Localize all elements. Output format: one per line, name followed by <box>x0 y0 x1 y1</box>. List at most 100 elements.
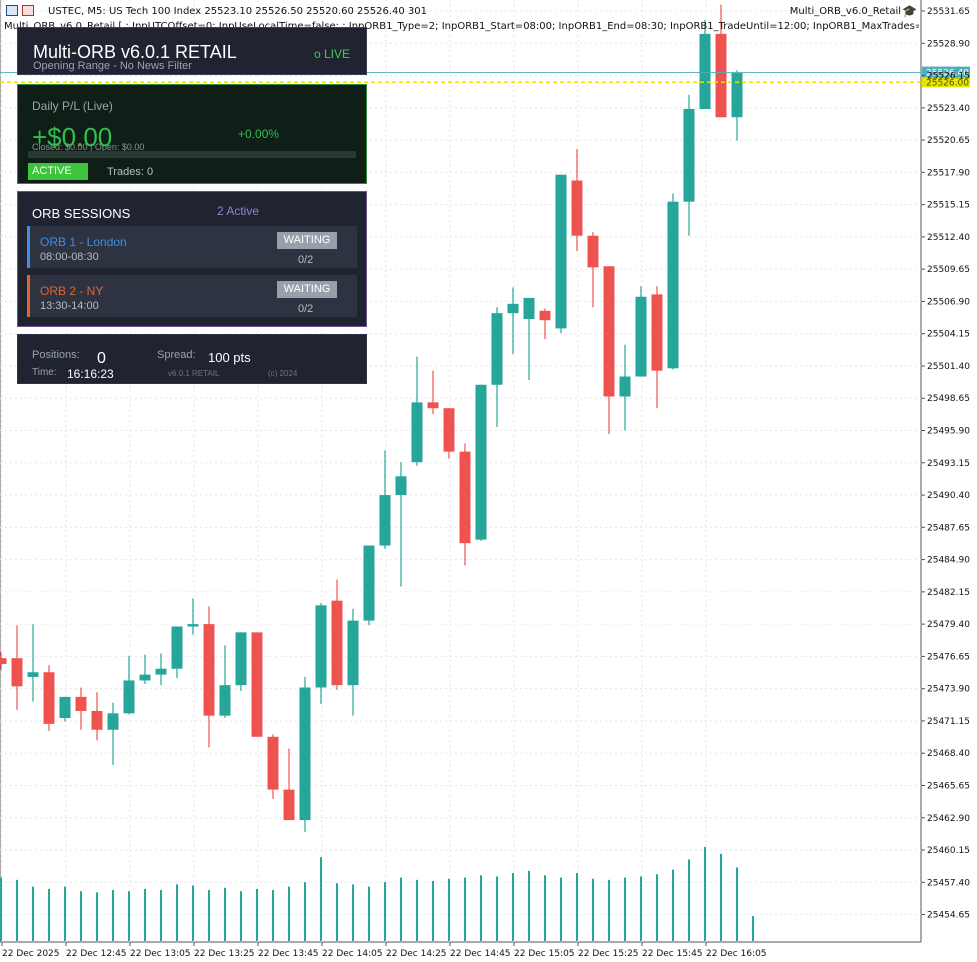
candle-body[interactable] <box>27 672 39 677</box>
candle-body[interactable] <box>715 33 727 118</box>
candle-body[interactable] <box>363 545 375 621</box>
title-panel: Multi-ORB v6.0.1 RETAIL Opening Range - … <box>17 27 367 75</box>
candle-body[interactable] <box>283 789 295 821</box>
expert-name[interactable]: Multi_ORB_v6.0_Retail <box>789 6 901 17</box>
y-tick-label: 25490.40 <box>927 491 970 501</box>
chart-window-icon[interactable] <box>6 5 18 16</box>
candle-body[interactable] <box>123 680 135 714</box>
y-tick-label: 25482.15 <box>927 588 970 598</box>
candle-body[interactable] <box>395 476 407 496</box>
expert-params: Multi_ORB_v6.0_Retail [ ; InpUTCOffset=0… <box>4 21 919 32</box>
y-tick-label: 25509.65 <box>927 265 970 275</box>
candle-body[interactable] <box>507 303 519 314</box>
candle-body[interactable] <box>91 710 103 730</box>
y-tick-label: 25487.65 <box>927 523 970 533</box>
session-status: WAITING <box>277 232 337 249</box>
candle-body[interactable] <box>555 174 567 329</box>
pl-progress-bar <box>28 151 356 158</box>
candle-body[interactable] <box>411 402 423 463</box>
y-tick-label: 25460.15 <box>927 846 970 856</box>
x-tick-label: 22 Dec 14:25 <box>386 949 447 959</box>
candle-body[interactable] <box>187 624 199 627</box>
pl-label: Daily P/L (Live) <box>32 99 113 113</box>
candle-body[interactable] <box>587 235 599 268</box>
y-tick-label: 25520.65 <box>927 136 970 146</box>
positions-value: 0 <box>97 350 106 367</box>
spread-value: 100 pts <box>208 350 251 365</box>
candle-body[interactable] <box>11 658 23 687</box>
y-tick-label: 25457.40 <box>927 878 970 888</box>
candle-body[interactable] <box>651 294 663 371</box>
x-tick-label: 22 Dec 14:45 <box>450 949 511 959</box>
y-tick-label: 25504.15 <box>927 330 970 340</box>
bid-price-label: 25526.40 <box>926 69 969 79</box>
y-tick-label: 25512.40 <box>927 233 970 243</box>
y-tick-label: 25479.40 <box>927 620 970 630</box>
bid-price-tag <box>922 66 970 78</box>
orb-sessions-panel: ORB SESSIONS 2 Active ORB 1 - London 08:… <box>17 191 367 327</box>
candle-body[interactable] <box>251 632 263 737</box>
candle-body[interactable] <box>619 376 631 397</box>
y-tick-label: 25473.90 <box>927 685 970 695</box>
candle-body[interactable] <box>571 180 583 236</box>
orb-session-row: ORB 2 - NY 13:30-14:00 WAITING 0/2 <box>27 275 357 317</box>
y-tick-label: 25506.90 <box>927 297 970 307</box>
candle-body[interactable] <box>171 626 183 669</box>
x-tick-label: 22 Dec 14:05 <box>322 949 383 959</box>
candle-body[interactable] <box>59 696 71 719</box>
pl-breakdown: Closed: $0.00 | Open: $0.00 <box>32 142 145 152</box>
live-indicator: o LIVE <box>313 47 350 61</box>
candle-body[interactable] <box>459 451 471 544</box>
candle-body[interactable] <box>523 297 535 320</box>
session-color-strip <box>27 275 30 317</box>
candle-body[interactable] <box>315 605 327 688</box>
candle-body[interactable] <box>347 620 359 686</box>
spread-label: Spread: <box>157 349 196 361</box>
candle-body[interactable] <box>107 713 119 730</box>
graduation-cap-icon[interactable]: 🎓 <box>902 4 917 18</box>
positions-label: Positions: <box>32 349 80 361</box>
candle-body[interactable] <box>43 672 55 724</box>
candle-body[interactable] <box>491 313 503 385</box>
candle-body[interactable] <box>427 402 439 409</box>
session-time: 08:00-08:30 <box>40 251 99 263</box>
x-tick-label: 22 Dec 13:25 <box>194 949 255 959</box>
candle-body[interactable] <box>379 495 391 546</box>
pl-panel: Daily P/L (Live) +$0.00 +0.00% Closed: $… <box>17 84 367 184</box>
candle-body[interactable] <box>539 310 551 321</box>
session-trades: 0/2 <box>298 303 314 315</box>
session-time: 13:30-14:00 <box>40 300 99 312</box>
version-text: v6.0.1 RETAIL <box>168 369 220 378</box>
candle-body[interactable] <box>667 201 679 369</box>
candle-body[interactable] <box>683 108 695 202</box>
candle-body[interactable] <box>731 72 743 118</box>
ask-price-label: 25526.00 <box>926 78 969 88</box>
candle-body[interactable] <box>635 296 647 377</box>
candle-body[interactable] <box>203 624 215 716</box>
candle-body[interactable] <box>235 632 247 686</box>
candle-body[interactable] <box>443 408 455 452</box>
trades-count: Trades: 0 <box>107 166 154 178</box>
orb-session-row: ORB 1 - London 08:00-08:30 WAITING 0/2 <box>27 226 357 268</box>
candle-body[interactable] <box>0 658 7 665</box>
y-tick-label: 25471.15 <box>927 717 970 727</box>
candle-body[interactable] <box>139 674 151 681</box>
candle-body[interactable] <box>267 736 279 790</box>
candle-body[interactable] <box>155 668 167 675</box>
candle-body[interactable] <box>699 33 711 109</box>
x-tick-label: 22 Dec 2025 <box>2 949 60 959</box>
candle-body[interactable] <box>331 600 343 686</box>
session-trades: 0/2 <box>298 254 314 266</box>
candle-body[interactable] <box>219 685 231 716</box>
chart-header: USTEC, M5: US Tech 100 Index 25523.10 25… <box>0 3 977 19</box>
chart-type-icon[interactable] <box>22 5 34 16</box>
candle-body[interactable] <box>75 696 87 711</box>
candle-body[interactable] <box>299 687 311 821</box>
candle-body[interactable] <box>475 384 487 540</box>
x-tick-label: 22 Dec 16:05 <box>706 949 767 959</box>
y-tick-label: 25528.90 <box>927 39 970 49</box>
x-tick-label: 22 Dec 13:45 <box>258 949 319 959</box>
candle-body[interactable] <box>603 266 615 397</box>
orb-heading: ORB SESSIONS <box>32 206 131 221</box>
